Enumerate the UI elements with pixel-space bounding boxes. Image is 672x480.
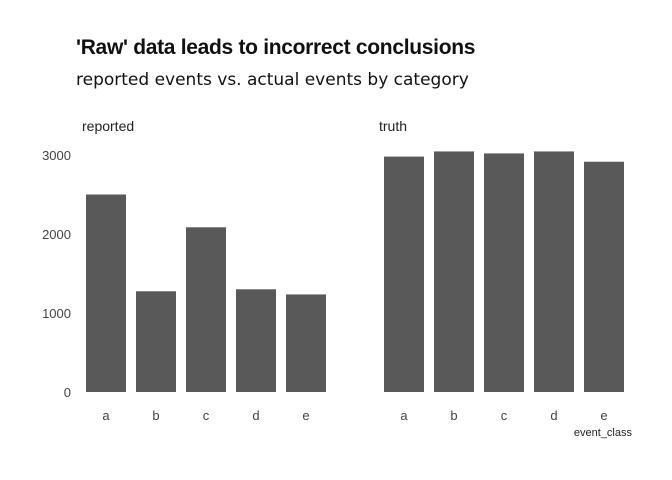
bar-truth-a	[384, 156, 424, 392]
y-tick-label: 0	[64, 385, 71, 400]
facet-label-reported: reported	[82, 118, 134, 134]
y-tick-label: 1000	[42, 306, 71, 321]
bar-reported-d	[236, 289, 276, 392]
bar-reported-a	[86, 194, 126, 392]
chart-subtitle: reported events vs. actual events by cat…	[76, 70, 469, 90]
chart-title: 'Raw' data leads to incorrect conclusion…	[76, 36, 476, 59]
bar-reported-b	[136, 291, 176, 392]
x-tick-label: c	[501, 408, 508, 423]
x-tick-label: d	[550, 408, 557, 423]
bar-reported-c	[186, 227, 226, 392]
x-tick-label: a	[400, 408, 408, 423]
y-tick-label: 2000	[42, 227, 71, 242]
x-tick-label: b	[152, 408, 159, 423]
x-tick-label: c	[203, 408, 210, 423]
bar-truth-b	[434, 151, 474, 392]
x-tick-label: e	[302, 408, 309, 423]
facet-label-truth: truth	[379, 118, 407, 134]
bar-truth-e	[584, 161, 624, 392]
x-tick-label: e	[600, 408, 607, 423]
bar-truth-c	[484, 153, 524, 392]
y-tick-label: 3000	[42, 148, 71, 163]
bar-truth-d	[534, 151, 574, 392]
x-axis-label: event_class	[574, 427, 633, 439]
x-tick-label: a	[102, 408, 110, 423]
x-tick-label: b	[450, 408, 457, 423]
x-tick-label: d	[252, 408, 259, 423]
bar-reported-e	[286, 294, 326, 392]
